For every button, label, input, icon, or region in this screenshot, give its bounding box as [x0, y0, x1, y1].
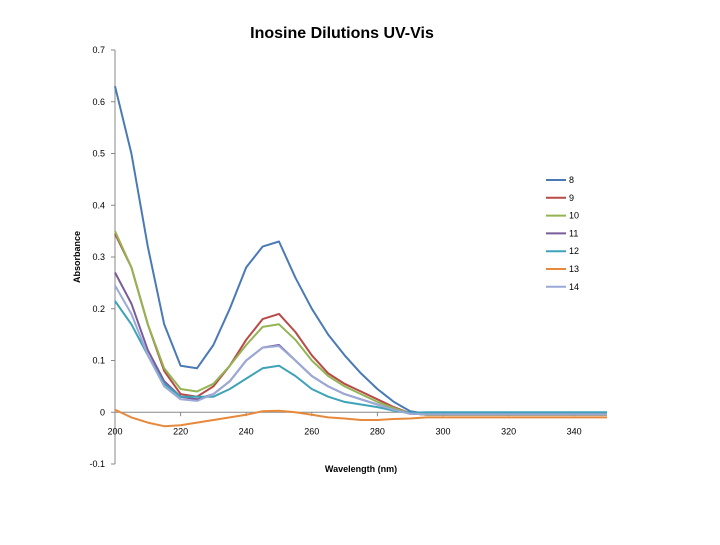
x-axis-label: Wavelength (nm): [325, 464, 397, 474]
series-line-8: [114, 85, 607, 415]
x-tick-label: 280: [370, 426, 385, 436]
legend-label-13: 13: [569, 264, 579, 274]
series-line-10: [114, 230, 607, 416]
legend-label-8: 8: [569, 175, 574, 185]
y-tick-label: 0: [100, 407, 105, 417]
x-tick-label: 300: [435, 426, 450, 436]
series-line-9: [114, 233, 607, 416]
y-tick-label: 0.3: [92, 252, 105, 262]
chart-title: Inosine Dilutions UV-Vis: [250, 25, 434, 42]
y-axis-label: Absorbance: [72, 231, 82, 283]
y-tick-label: 0.2: [92, 304, 105, 314]
x-tick-label: 320: [501, 426, 516, 436]
legend-label-9: 9: [569, 193, 574, 203]
series-line-14: [114, 284, 607, 416]
y-tick-label: 0.4: [92, 200, 105, 210]
x-tick-label: 260: [304, 426, 319, 436]
y-tick-label: -0.1: [89, 459, 105, 469]
legend-label-10: 10: [569, 211, 579, 221]
legend-label-14: 14: [569, 282, 579, 292]
y-tick-label: 0.1: [92, 356, 105, 366]
legend-label-11: 11: [569, 228, 578, 238]
x-tick-label: 220: [173, 426, 188, 436]
legend-label-12: 12: [569, 246, 579, 256]
series-line-12: [114, 300, 607, 414]
x-tick-label: 200: [107, 426, 122, 436]
x-tick-label: 340: [567, 426, 582, 436]
y-tick-label: 0.6: [92, 97, 105, 107]
y-tick-label: 0.5: [92, 149, 105, 159]
x-tick-label: 240: [239, 426, 254, 436]
y-tick-label: 0.7: [92, 45, 105, 55]
series-line-13: [114, 408, 607, 428]
